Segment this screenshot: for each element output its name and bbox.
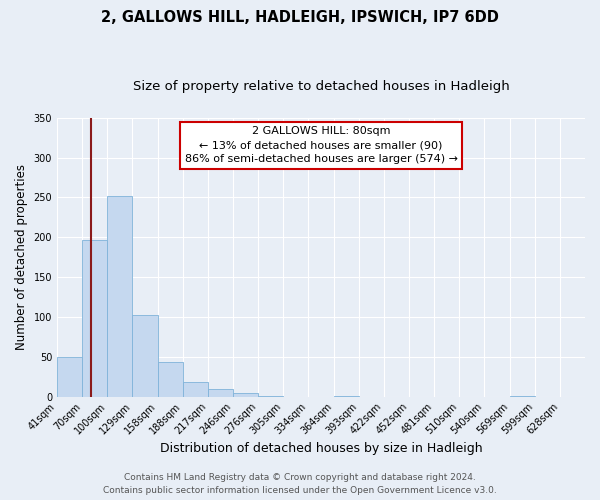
Text: 2, GALLOWS HILL, HADLEIGH, IPSWICH, IP7 6DD: 2, GALLOWS HILL, HADLEIGH, IPSWICH, IP7 … <box>101 10 499 25</box>
Bar <box>57 357 82 397</box>
Bar <box>133 316 158 396</box>
Bar <box>233 394 258 396</box>
Y-axis label: Number of detached properties: Number of detached properties <box>15 164 28 350</box>
Bar <box>208 388 233 396</box>
Title: Size of property relative to detached houses in Hadleigh: Size of property relative to detached ho… <box>133 80 509 93</box>
X-axis label: Distribution of detached houses by size in Hadleigh: Distribution of detached houses by size … <box>160 442 482 455</box>
Text: Contains HM Land Registry data © Crown copyright and database right 2024.
Contai: Contains HM Land Registry data © Crown c… <box>103 474 497 495</box>
Text: 2 GALLOWS HILL: 80sqm
← 13% of detached houses are smaller (90)
86% of semi-deta: 2 GALLOWS HILL: 80sqm ← 13% of detached … <box>185 126 458 164</box>
Bar <box>107 196 133 396</box>
Bar <box>82 240 107 396</box>
Bar <box>158 362 183 396</box>
Bar <box>183 382 208 396</box>
